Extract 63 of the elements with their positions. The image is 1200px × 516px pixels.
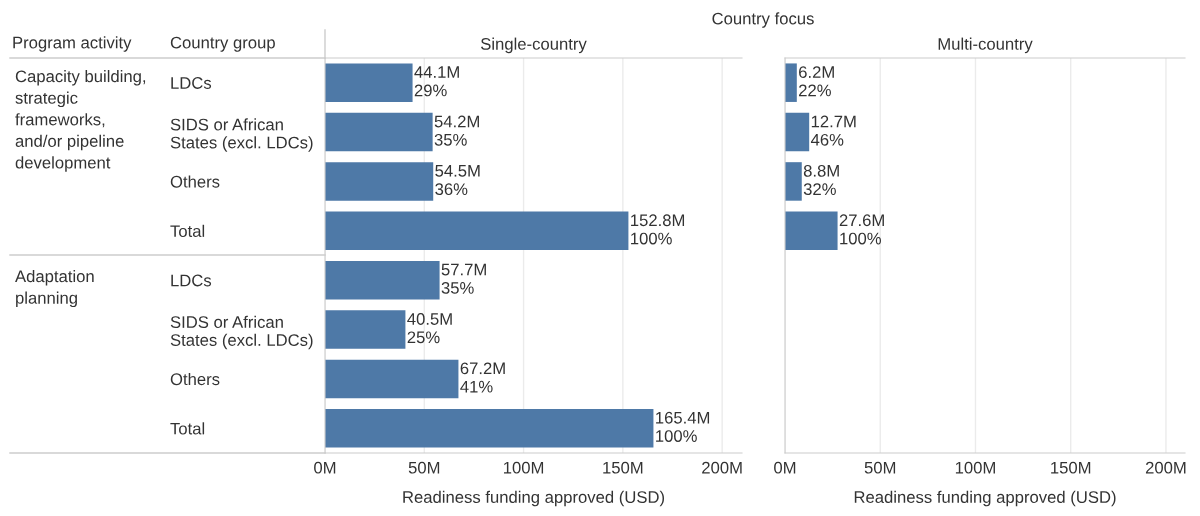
bar bbox=[325, 112, 433, 152]
y-tick-label: Total bbox=[170, 224, 205, 238]
data-label: 165.4M bbox=[656, 411, 710, 424]
data-label: 40.5M bbox=[407, 313, 452, 325]
data-label: 54.5M bbox=[435, 165, 480, 177]
bar bbox=[325, 359, 459, 399]
data-label: 8.8M bbox=[803, 164, 839, 177]
y-tick-label: Others bbox=[170, 372, 220, 386]
bar bbox=[785, 162, 802, 201]
x-tick-label: 200M bbox=[702, 461, 742, 474]
x-tick-label: 0M bbox=[314, 461, 336, 474]
data-label: 67.2M bbox=[460, 362, 505, 375]
x-tick-label: 100M bbox=[955, 461, 995, 474]
text: Adaptation planning bbox=[15, 270, 94, 308]
annotation: 46% bbox=[810, 133, 844, 146]
annotation: 29% bbox=[414, 84, 447, 97]
bar bbox=[325, 260, 440, 300]
annotation: 22% bbox=[799, 84, 831, 97]
x-tick-label: 200M bbox=[1145, 461, 1186, 474]
annotation: 35% bbox=[441, 282, 474, 294]
x-tick-label: 150M bbox=[603, 461, 643, 474]
annotation: 36% bbox=[435, 183, 468, 196]
x-tick-label: 0M bbox=[774, 461, 796, 474]
bar bbox=[325, 409, 654, 448]
y-tick-label: LDCs bbox=[171, 77, 212, 89]
y-tick-label: Total bbox=[170, 422, 205, 435]
x-tick-label: 150M bbox=[1051, 461, 1091, 474]
data-label: 12.7M bbox=[811, 115, 856, 128]
data-label: 27.6M bbox=[839, 214, 884, 227]
text: Country group bbox=[170, 36, 275, 52]
text: Program activity bbox=[13, 36, 132, 52]
annotation: 32% bbox=[803, 183, 836, 196]
data-label: 6.2M bbox=[799, 66, 834, 78]
bar bbox=[785, 63, 797, 102]
bar bbox=[785, 112, 810, 152]
data-label: 57.7M bbox=[441, 263, 486, 276]
annotation: 100% bbox=[840, 232, 881, 245]
x-tick-label: 50M bbox=[864, 461, 896, 474]
annotation: 100% bbox=[656, 430, 697, 442]
bar bbox=[325, 63, 413, 102]
annotation: 100% bbox=[631, 232, 672, 245]
y-tick-label: SIDS or African States (excl. LDCs) bbox=[170, 118, 313, 152]
bar bbox=[325, 162, 434, 201]
data-label: 152.8M bbox=[631, 214, 685, 227]
x-tick-label: 50M bbox=[408, 461, 440, 474]
annotation: 25% bbox=[407, 331, 440, 344]
annotation: 41% bbox=[460, 380, 493, 393]
y-tick-label: Others bbox=[170, 175, 220, 188]
bar bbox=[325, 310, 406, 349]
y-tick-label: LDCs bbox=[171, 274, 212, 287]
chart-title: Multi-country bbox=[938, 37, 1033, 54]
data-label: 44.1M bbox=[414, 66, 459, 78]
text: Country focus bbox=[712, 12, 814, 28]
data-label: 54.2M bbox=[434, 115, 479, 128]
bar bbox=[785, 211, 838, 251]
y-tick-label: SIDS or African States (excl. LDCs) bbox=[170, 315, 313, 350]
x-tick-label: 100M bbox=[504, 461, 544, 474]
x-axis-title: Readiness funding approved (USD) bbox=[403, 490, 665, 507]
text: Capacity building, strategic frameworks, and/or pipeline development bbox=[15, 70, 146, 172]
x-axis-title: Readiness funding approved (USD) bbox=[854, 490, 1116, 507]
chart-title: Single-country bbox=[480, 37, 587, 54]
annotation: 35% bbox=[434, 133, 467, 146]
bar bbox=[325, 211, 629, 251]
